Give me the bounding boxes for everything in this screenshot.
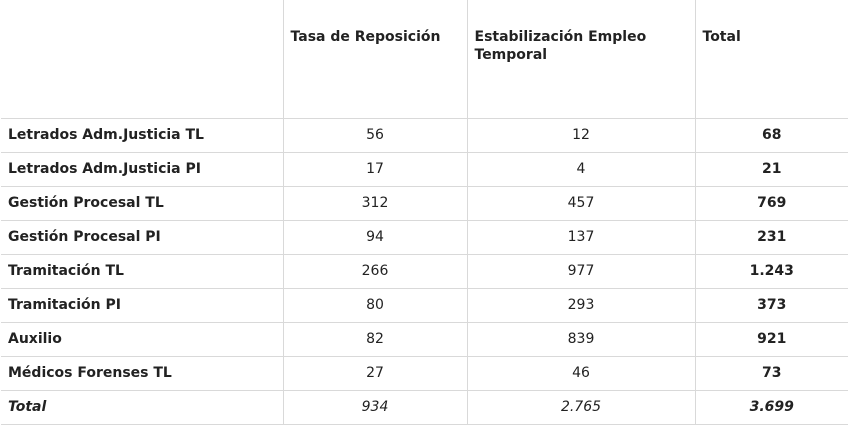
total-row: Total 934 2.765 3.699 [1, 389, 848, 425]
cell-total: 21 [694, 151, 848, 187]
cell-estabilizacion: 4 [466, 151, 696, 187]
cell-estabilizacion: 137 [466, 219, 696, 255]
table-row: Letrados Adm.Justicia PI 17 4 21 [1, 151, 848, 187]
cell-tasa: 56 [282, 117, 468, 153]
cell-total: 921 [694, 321, 848, 357]
total-row-label: Total [1, 389, 284, 425]
row-label: Letrados Adm.Justicia PI [1, 151, 284, 187]
header-estabilizacion: Estabilización Empleo Temporal [466, 0, 696, 119]
header-row: Tasa de Reposición Estabilización Empleo… [1, 0, 848, 119]
staffing-table: Tasa de Reposición Estabilización Empleo… [1, 0, 848, 425]
row-label: Tramitación TL [1, 253, 284, 289]
table-row: Tramitación TL 266 977 1.243 [1, 253, 848, 289]
cell-total: 231 [694, 219, 848, 255]
header-tasa-reposicion: Tasa de Reposición [282, 0, 468, 119]
total-tasa: 934 [282, 389, 468, 425]
total-estabilizacion: 2.765 [466, 389, 696, 425]
row-label: Gestión Procesal PI [1, 219, 284, 255]
cell-estabilizacion: 839 [466, 321, 696, 357]
header-total: Total [694, 0, 848, 119]
cell-tasa: 266 [282, 253, 468, 289]
table-row: Tramitación PI 80 293 373 [1, 287, 848, 323]
table-row: Auxilio 82 839 921 [1, 321, 848, 357]
grand-total: 3.699 [694, 389, 848, 425]
cell-tasa: 80 [282, 287, 468, 323]
row-label: Letrados Adm.Justicia TL [1, 117, 284, 153]
cell-estabilizacion: 293 [466, 287, 696, 323]
cell-total: 769 [694, 185, 848, 221]
cell-estabilizacion: 46 [466, 355, 696, 391]
cell-tasa: 82 [282, 321, 468, 357]
cell-tasa: 312 [282, 185, 468, 221]
cell-total: 73 [694, 355, 848, 391]
row-label: Tramitación PI [1, 287, 284, 323]
table-row: Médicos Forenses TL 27 46 73 [1, 355, 848, 391]
table-row: Gestión Procesal PI 94 137 231 [1, 219, 848, 255]
header-empty [1, 0, 284, 119]
cell-total: 68 [694, 117, 848, 153]
cell-tasa: 27 [282, 355, 468, 391]
cell-tasa: 94 [282, 219, 468, 255]
cell-total: 373 [694, 287, 848, 323]
row-label: Gestión Procesal TL [1, 185, 284, 221]
table-row: Letrados Adm.Justicia TL 56 12 68 [1, 117, 848, 153]
table-row: Gestión Procesal TL 312 457 769 [1, 185, 848, 221]
cell-total: 1.243 [694, 253, 848, 289]
cell-estabilizacion: 977 [466, 253, 696, 289]
row-label: Médicos Forenses TL [1, 355, 284, 391]
cell-tasa: 17 [282, 151, 468, 187]
cell-estabilizacion: 12 [466, 117, 696, 153]
cell-estabilizacion: 457 [466, 185, 696, 221]
row-label: Auxilio [1, 321, 284, 357]
